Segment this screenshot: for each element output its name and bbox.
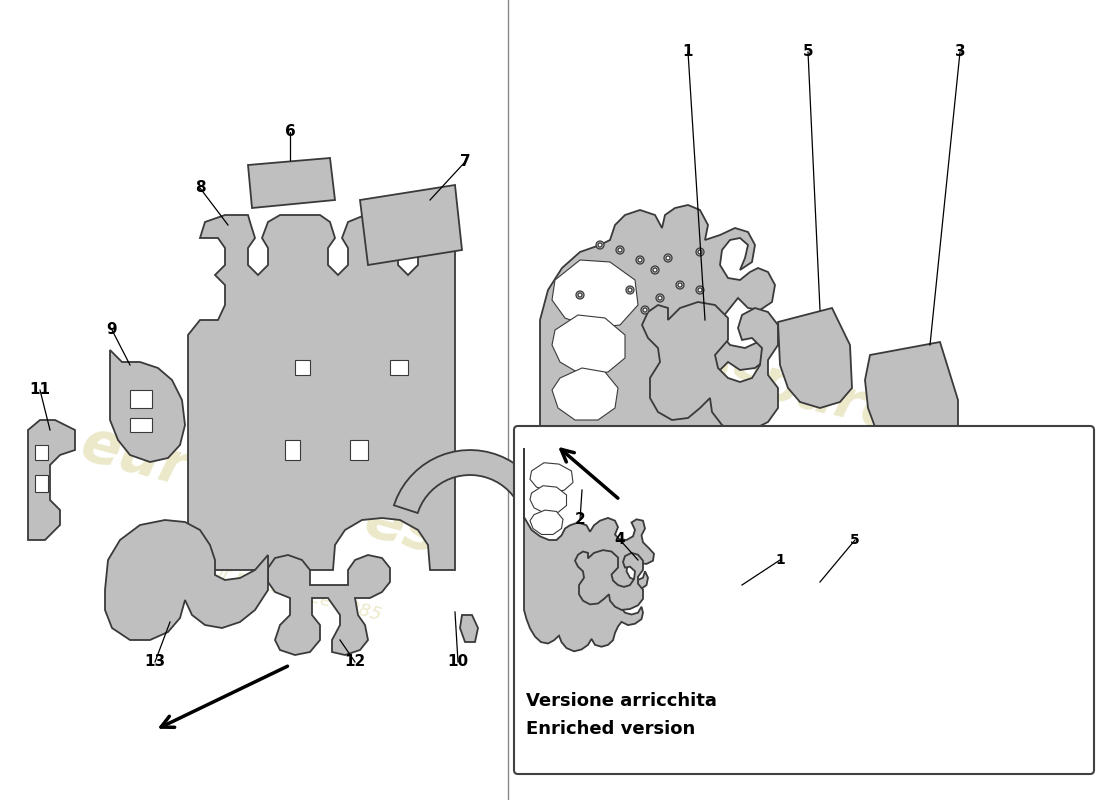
Text: 13: 13 bbox=[144, 654, 166, 670]
Text: 4: 4 bbox=[615, 533, 625, 547]
Text: 12: 12 bbox=[344, 654, 365, 670]
Circle shape bbox=[598, 243, 602, 247]
Polygon shape bbox=[645, 542, 672, 568]
Text: 7: 7 bbox=[460, 154, 471, 170]
Circle shape bbox=[678, 283, 682, 287]
Polygon shape bbox=[35, 475, 48, 492]
Circle shape bbox=[696, 248, 704, 256]
Text: eurospares: eurospares bbox=[75, 414, 446, 566]
Polygon shape bbox=[530, 486, 566, 514]
Circle shape bbox=[638, 258, 642, 262]
Polygon shape bbox=[110, 350, 185, 462]
Polygon shape bbox=[360, 185, 462, 265]
Circle shape bbox=[666, 256, 670, 260]
Polygon shape bbox=[524, 448, 654, 651]
Circle shape bbox=[576, 291, 584, 299]
Text: 8: 8 bbox=[195, 181, 206, 195]
Text: Enriched version: Enriched version bbox=[526, 720, 695, 738]
Polygon shape bbox=[575, 550, 644, 610]
Circle shape bbox=[596, 241, 604, 249]
Polygon shape bbox=[552, 368, 618, 420]
Text: 1: 1 bbox=[683, 45, 693, 59]
Text: a passion for parts since 1985: a passion for parts since 1985 bbox=[637, 399, 883, 481]
Polygon shape bbox=[130, 390, 152, 408]
Circle shape bbox=[616, 246, 624, 254]
Circle shape bbox=[653, 268, 657, 272]
FancyBboxPatch shape bbox=[514, 426, 1094, 774]
Polygon shape bbox=[865, 342, 958, 478]
Text: 5: 5 bbox=[803, 45, 813, 59]
Polygon shape bbox=[248, 158, 336, 208]
Circle shape bbox=[676, 281, 684, 289]
Polygon shape bbox=[390, 360, 408, 375]
Circle shape bbox=[618, 248, 621, 252]
Polygon shape bbox=[394, 450, 546, 513]
Circle shape bbox=[664, 254, 672, 262]
Circle shape bbox=[578, 293, 582, 297]
Circle shape bbox=[651, 266, 659, 274]
Circle shape bbox=[636, 256, 644, 264]
Polygon shape bbox=[35, 445, 48, 460]
Circle shape bbox=[578, 459, 583, 465]
Polygon shape bbox=[350, 440, 368, 460]
Polygon shape bbox=[890, 438, 918, 465]
Polygon shape bbox=[295, 360, 310, 375]
Circle shape bbox=[628, 288, 632, 292]
Circle shape bbox=[658, 296, 662, 300]
Circle shape bbox=[626, 286, 634, 294]
Text: a passion for parts since 1985: a passion for parts since 1985 bbox=[117, 536, 384, 624]
Circle shape bbox=[575, 457, 585, 467]
Polygon shape bbox=[285, 440, 300, 460]
Polygon shape bbox=[188, 215, 455, 570]
Polygon shape bbox=[605, 492, 728, 622]
Text: 3: 3 bbox=[955, 45, 966, 59]
Circle shape bbox=[656, 294, 664, 302]
Text: 6: 6 bbox=[285, 125, 296, 139]
Polygon shape bbox=[130, 418, 152, 432]
Polygon shape bbox=[460, 615, 478, 642]
Circle shape bbox=[698, 250, 702, 254]
Polygon shape bbox=[778, 308, 852, 408]
Circle shape bbox=[696, 286, 704, 294]
Text: 11: 11 bbox=[30, 382, 51, 398]
Text: 9: 9 bbox=[107, 322, 118, 338]
Text: 2: 2 bbox=[574, 513, 585, 527]
Polygon shape bbox=[104, 520, 268, 640]
Text: 5: 5 bbox=[850, 533, 860, 547]
Polygon shape bbox=[540, 428, 622, 500]
Polygon shape bbox=[530, 462, 573, 492]
Circle shape bbox=[641, 306, 649, 314]
Text: 1: 1 bbox=[776, 553, 785, 567]
Polygon shape bbox=[28, 420, 75, 540]
Polygon shape bbox=[552, 315, 625, 375]
Circle shape bbox=[698, 288, 702, 292]
Polygon shape bbox=[642, 302, 778, 432]
Text: 10: 10 bbox=[448, 654, 469, 670]
Polygon shape bbox=[268, 555, 390, 655]
Polygon shape bbox=[530, 510, 563, 534]
Text: eurospares: eurospares bbox=[584, 309, 936, 451]
Circle shape bbox=[644, 308, 647, 312]
Polygon shape bbox=[540, 205, 776, 528]
Polygon shape bbox=[552, 260, 638, 328]
Text: Versione arricchita: Versione arricchita bbox=[526, 692, 717, 710]
